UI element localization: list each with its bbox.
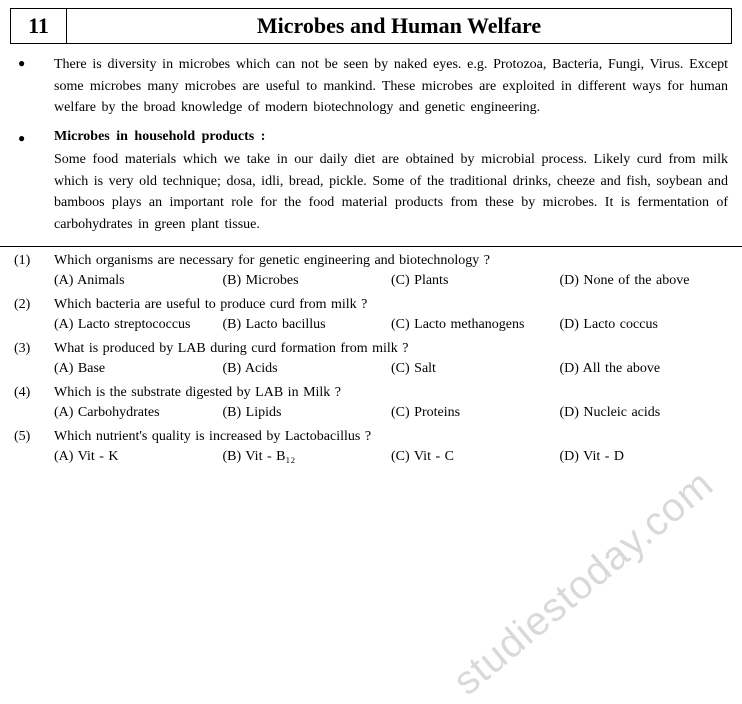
option-a: (A) Base [54, 361, 223, 377]
intro-bullet: ● Microbes in household products : Some … [54, 129, 728, 236]
option-d: (D) Nucleic acids [560, 405, 729, 421]
option-a: (A) Vit - K [54, 449, 223, 465]
option-b: (B) Vit - B₁₂ [223, 449, 392, 465]
question-row: (3) What is produced by LAB during curd … [14, 341, 728, 357]
question-row: (2) Which bacteria are useful to produce… [14, 297, 728, 313]
question-number: (1) [14, 253, 54, 269]
chapter-number: 11 [11, 9, 67, 43]
question-row: (5) Which nutrient's quality is increase… [14, 429, 728, 445]
question-text: Which is the substrate digested by LAB i… [54, 385, 728, 401]
option-c: (C) Vit - C [391, 449, 560, 465]
questions-block: (1) Which organisms are necessary for ge… [0, 253, 742, 465]
question-text: Which nutrient's quality is increased by… [54, 429, 728, 445]
question-row: (4) Which is the substrate digested by L… [14, 385, 728, 401]
option-b: (B) Microbes [223, 273, 392, 289]
intro-paragraph: There is diversity in microbes which can… [54, 54, 728, 119]
options-row: (A) Carbohydrates (B) Lipids (C) Protein… [14, 405, 728, 421]
question-text: What is produced by LAB during curd form… [54, 341, 728, 357]
option-d: (D) All the above [560, 361, 729, 377]
watermark: studiestoday.com [445, 462, 722, 704]
option-b: (B) Lacto bacillus [223, 317, 392, 333]
option-b: (B) Lipids [223, 405, 392, 421]
option-c: (C) Lacto methanogens [391, 317, 560, 333]
option-a: (A) Carbohydrates [54, 405, 223, 421]
bullet-icon: ● [18, 131, 25, 146]
option-c: (C) Proteins [391, 405, 560, 421]
options-row: (A) Lacto streptococcus (B) Lacto bacill… [14, 317, 728, 333]
question-text: Which bacteria are useful to produce cur… [54, 297, 728, 313]
options-row: (A) Animals (B) Microbes (C) Plants (D) … [14, 273, 728, 289]
question-row: (1) Which organisms are necessary for ge… [14, 253, 728, 269]
option-a: (A) Animals [54, 273, 223, 289]
bullet-icon: ● [18, 56, 25, 71]
intro-content: ● There is diversity in microbes which c… [0, 54, 742, 236]
option-c: (C) Plants [391, 273, 560, 289]
chapter-title: Microbes and Human Welfare [67, 9, 731, 43]
options-row: (A) Base (B) Acids (C) Salt (D) All the … [14, 361, 728, 377]
option-b: (B) Acids [223, 361, 392, 377]
divider [0, 246, 742, 247]
option-d: (D) Vit - D [560, 449, 729, 465]
options-row: (A) Vit - K (B) Vit - B₁₂ (C) Vit - C (D… [14, 449, 728, 465]
question-number: (2) [14, 297, 54, 313]
question-number: (5) [14, 429, 54, 445]
option-d: (D) None of the above [560, 273, 729, 289]
question-number: (4) [14, 385, 54, 401]
chapter-header: 11 Microbes and Human Welfare [10, 8, 732, 44]
question-number: (3) [14, 341, 54, 357]
intro-bullet: ● There is diversity in microbes which c… [54, 54, 728, 119]
option-a: (A) Lacto streptococcus [54, 317, 223, 333]
question-text: Which organisms are necessary for geneti… [54, 253, 728, 269]
intro-paragraph: Some food materials which we take in our… [54, 149, 728, 236]
option-d: (D) Lacto coccus [560, 317, 729, 333]
intro-subhead: Microbes in household products : [54, 129, 728, 145]
option-c: (C) Salt [391, 361, 560, 377]
